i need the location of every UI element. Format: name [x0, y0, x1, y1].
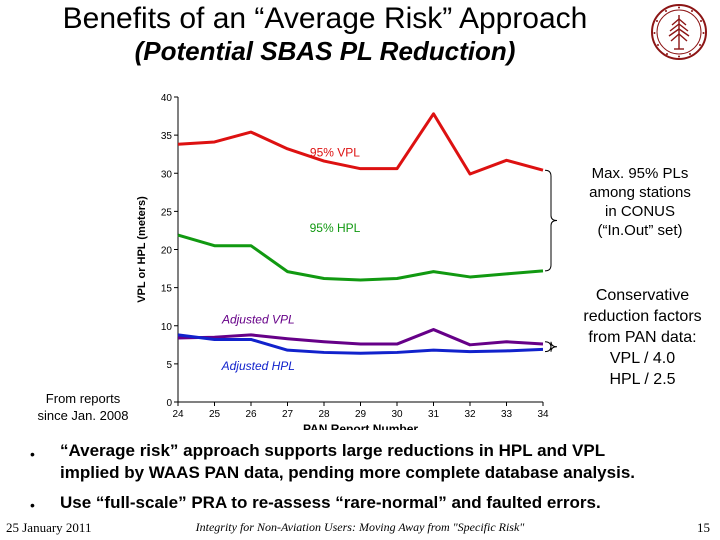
- x-tick-label: 31: [428, 409, 440, 420]
- stanford-tree-seal-icon: [651, 4, 707, 60]
- page-number: 15: [697, 520, 710, 535]
- y-tick-label: 5: [166, 360, 172, 371]
- x-tick-label: 28: [318, 409, 330, 420]
- bullet-line: “Average risk” approach supports large r…: [60, 441, 606, 460]
- slide-title: Benefits of an “Average Risk” Approach: [62, 2, 588, 35]
- bullet-item: “Average risk” approach supports large r…: [60, 440, 710, 484]
- chart-braces: [544, 169, 558, 353]
- bullet-item: Use “full-scale” PRA to re-assess “rare-…: [60, 492, 710, 514]
- conservative-note-line: Conservative: [595, 287, 690, 304]
- max-pls-note-line: Max. 95% PLs: [591, 165, 689, 182]
- y-tick-label: 30: [161, 169, 173, 180]
- y-tick-label: 40: [161, 93, 173, 104]
- y-tick-label: 10: [161, 322, 173, 333]
- conservative-note-line: from PAN data:: [588, 329, 697, 346]
- y-tick-label: 25: [161, 207, 173, 218]
- bullet-line: implied by WAAS PAN data, pending more c…: [60, 463, 635, 482]
- series-line-2: [177, 328, 544, 347]
- max-pls-note-line: in CONUS: [604, 203, 675, 220]
- bullet-line: Use “full-scale” PRA to re-assess “rare-…: [60, 493, 601, 512]
- max-pls-note-line: (“In.Out” set): [597, 222, 683, 239]
- x-tick-label: 32: [464, 409, 476, 420]
- x-tick-label: 25: [209, 409, 221, 420]
- max-pls-note: Max. 95% PLs among stations in CONUS (“I…: [560, 164, 720, 240]
- chart-axes: 0 5 10 15 20 25 30 35 40 24 25 26 27 28 29 30 31 32 33 34 PA…: [136, 93, 549, 430]
- series-line-3: [177, 333, 544, 355]
- x-axis-label: PAN Report Number: [303, 422, 418, 430]
- x-tick-label: 30: [391, 409, 403, 420]
- conservative-note-line: VPL / 4.0: [609, 350, 676, 367]
- pl-chart: 0 5 10 15 20 25 30 35 40 24 25 26 27 28 29 30 31 32 33 34 PA…: [136, 93, 558, 430]
- series-line-1: [177, 233, 544, 282]
- x-tick-label: 26: [245, 409, 257, 420]
- from-reports-note-line: since Jan. 2008: [37, 408, 129, 423]
- series-label: 95% VPL: [310, 145, 360, 159]
- series-label: Adjusted HPL: [221, 359, 295, 373]
- footer-date: 25 January 2011: [6, 520, 92, 535]
- curly-brace: [544, 169, 558, 272]
- conservative-note-line: reduction factors: [583, 308, 702, 325]
- x-tick-label: 33: [501, 409, 513, 420]
- slide-subtitle: (Potential SBAS PL Reduction): [134, 36, 516, 66]
- conservative-note-line: HPL / 2.5: [609, 371, 676, 388]
- x-tick-label: 27: [282, 409, 294, 420]
- max-pls-note-line: among stations: [589, 184, 691, 201]
- y-tick-label: 0: [166, 398, 172, 409]
- from-reports-note-line: From reports: [45, 391, 121, 406]
- y-tick-label: 20: [161, 246, 173, 257]
- chart-labels: 95% VPL 95% HPL Adjusted VPL Adjusted HPL: [221, 145, 361, 373]
- y-tick-label: 35: [161, 131, 173, 142]
- series-line-0: [177, 112, 544, 176]
- bullet-marker: •: [30, 446, 35, 462]
- series-label: 95% HPL: [310, 221, 361, 235]
- from-reports-note: From reports since Jan. 2008: [28, 390, 138, 424]
- footer-title: Integrity for Non-Aviation Users: Moving…: [195, 520, 525, 534]
- x-tick-label: 24: [172, 409, 184, 420]
- conservative-note: Conservative reduction factors from PAN …: [565, 285, 720, 390]
- bullet-marker: •: [30, 497, 35, 513]
- curly-brace: [544, 341, 558, 353]
- chart-series: [177, 112, 544, 355]
- y-axis-label: VPL or HPL (meters): [136, 196, 148, 303]
- x-tick-label: 34: [537, 409, 549, 420]
- x-tick-label: 29: [355, 409, 367, 420]
- series-label: Adjusted VPL: [221, 312, 295, 326]
- y-tick-label: 15: [161, 284, 173, 295]
